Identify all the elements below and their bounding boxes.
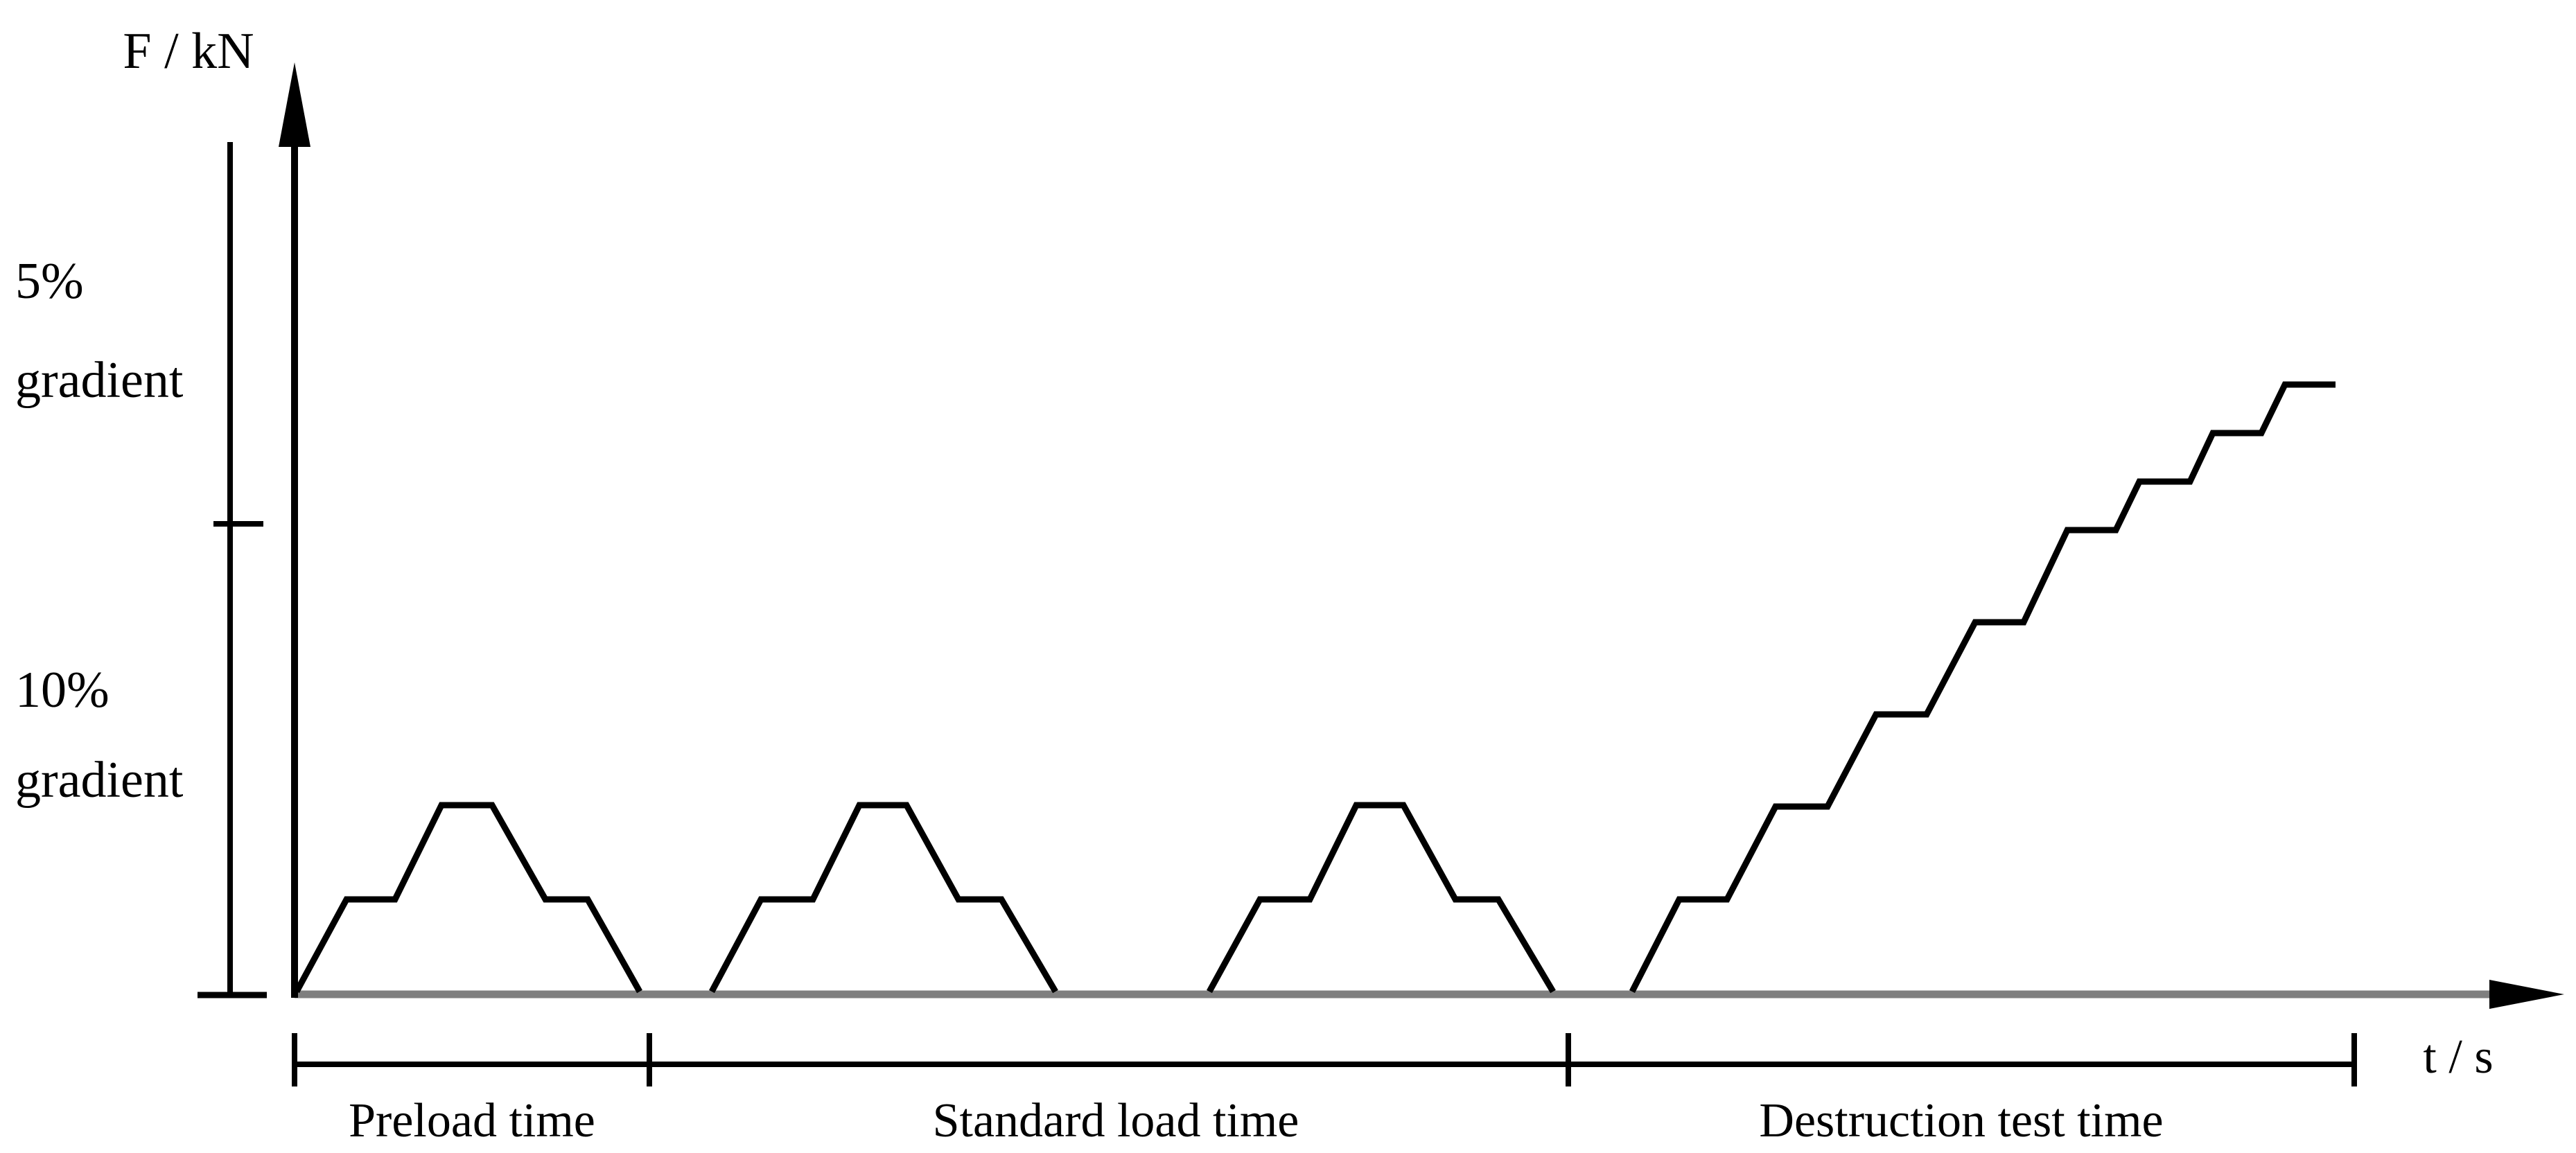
load-curve-destruction-staircase: [1629, 381, 2336, 994]
y-axis-arrowhead-icon: [279, 62, 310, 147]
y-axis-label: F / kN: [123, 23, 254, 80]
chart-shapes-layer: [198, 62, 2564, 1086]
section-label-preload-time: Preload time: [349, 1094, 595, 1147]
load-curve-standard-load-pulse-1: [709, 802, 1058, 994]
section-label-destruction-test-time: Destruction test time: [1759, 1094, 2163, 1147]
gradient-10-label-line1: 10%: [15, 662, 109, 719]
section-label-standard-load-time: Standard load time: [933, 1094, 1299, 1147]
chart-text-layer: F / kN 5% gradient 10% gradient t / s Pr…: [15, 23, 2494, 1147]
gradient-5-label-line2: gradient: [15, 352, 184, 409]
load-curve-preload-pulse: [294, 802, 642, 994]
gradient-5-label-line1: 5%: [15, 253, 84, 310]
gradient-10-label-line2: gradient: [15, 752, 184, 809]
load-curve-standard-load-pulse-2: [1207, 802, 1556, 994]
x-axis-label: t / s: [2423, 1030, 2493, 1084]
x-axis-arrowhead-icon: [2489, 980, 2564, 1009]
